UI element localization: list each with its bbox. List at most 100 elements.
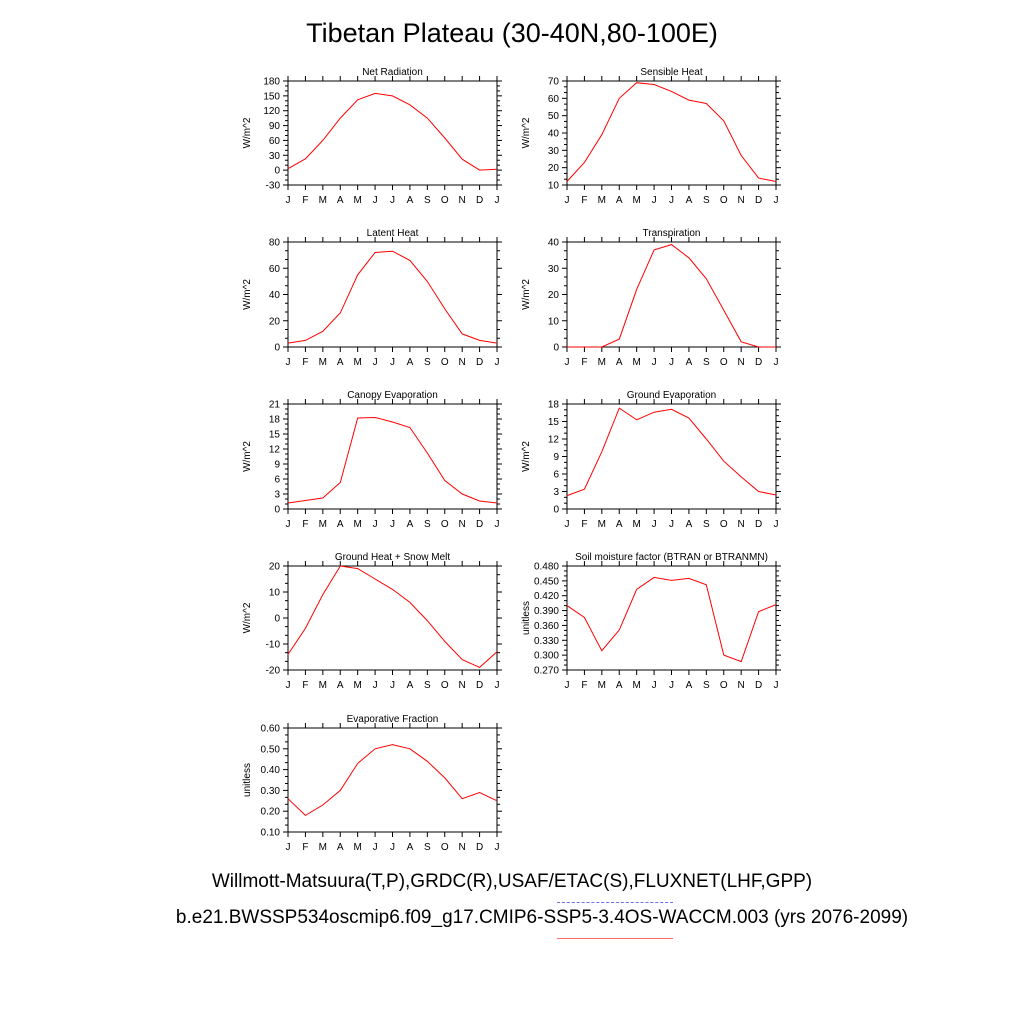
panel-title: Evaporative Fraction: [347, 714, 439, 725]
x-tick-label: S: [424, 680, 431, 691]
x-tick-label: M: [353, 519, 361, 530]
x-tick-label: J: [286, 195, 291, 206]
x-tick-label: A: [407, 519, 414, 530]
y-tick-label: 12: [548, 435, 560, 446]
x-tick-label: A: [337, 680, 344, 691]
y-tick-label: 20: [548, 290, 560, 301]
panel-title: Sensible Heat: [640, 67, 702, 78]
y-tick-label: 20: [269, 562, 281, 573]
y-tick-label: 6: [553, 470, 559, 481]
y-tick-label: 10: [548, 181, 560, 192]
x-tick-label: J: [286, 357, 291, 368]
x-tick-label: J: [390, 680, 395, 691]
y-tick-label: -10: [266, 640, 281, 651]
y-tick-label: 80: [269, 238, 281, 249]
x-tick-label: M: [319, 519, 327, 530]
y-tick-label: 70: [548, 77, 560, 88]
x-tick-label: M: [319, 195, 327, 206]
x-tick-label: J: [669, 195, 674, 206]
x-tick-label: M: [598, 357, 606, 368]
series-line: [287, 565, 498, 668]
plot-frame: [566, 565, 777, 671]
panel-9: 0.100.200.300.400.500.60J F M A M J J A S O N D JEva…: [242, 714, 502, 853]
y-axis-label: W/m^2: [521, 279, 532, 310]
x-tick-label: J: [774, 357, 779, 368]
x-tick-label: M: [319, 842, 327, 853]
panel-title: Ground Evaporation: [627, 390, 717, 401]
x-tick-label: D: [755, 519, 762, 530]
x-tick-label: O: [441, 195, 449, 206]
y-axis-label: W/m^2: [242, 602, 253, 633]
x-tick-label: F: [302, 195, 308, 206]
y-tick-label: 18: [548, 400, 560, 411]
y-tick-label: 150: [263, 91, 280, 102]
x-tick-label: F: [302, 519, 308, 530]
y-tick-label: 18: [269, 415, 281, 426]
y-axis-label: W/m^2: [242, 279, 253, 310]
x-tick-label: F: [581, 519, 587, 530]
x-tick-label: O: [441, 519, 449, 530]
plot-frame: [287, 241, 498, 348]
x-tick-label: O: [720, 195, 728, 206]
x-tick-label: A: [686, 519, 693, 530]
y-tick-label: 0.60: [261, 724, 281, 735]
x-tick-label: M: [632, 519, 640, 530]
x-tick-label: N: [459, 357, 466, 368]
x-tick-label: D: [755, 357, 762, 368]
x-tick-label: J: [373, 519, 378, 530]
x-tick-label: D: [755, 195, 762, 206]
x-tick-label: J: [495, 519, 500, 530]
series-line: [567, 244, 776, 348]
x-tick-label: A: [616, 680, 623, 691]
x-tick-label: J: [373, 195, 378, 206]
x-tick-label: J: [495, 842, 500, 853]
x-tick-label: J: [669, 519, 674, 530]
x-tick-label: J: [286, 680, 291, 691]
y-tick-label: 0.420: [534, 591, 559, 602]
series-line: [287, 744, 498, 817]
x-tick-label: N: [459, 519, 466, 530]
y-tick-label: 0.270: [534, 666, 559, 677]
x-tick-label: A: [407, 357, 414, 368]
x-tick-label: S: [424, 519, 431, 530]
legend-observations-label: Willmott-Matsuura(T,P),GRDC(R),USAF/ETAC…: [211, 871, 813, 892]
x-tick-label: J: [495, 195, 500, 206]
y-tick-label: 60: [269, 264, 281, 275]
y-tick-label: 120: [263, 106, 280, 117]
y-tick-label: 0: [274, 166, 280, 177]
y-axis-label: W/m^2: [242, 441, 253, 472]
y-tick-label: 0: [553, 505, 559, 516]
x-tick-label: J: [565, 195, 570, 206]
y-tick-label: 0.40: [261, 765, 281, 776]
x-tick-label: O: [720, 680, 728, 691]
series-line: [287, 92, 498, 171]
x-tick-label: O: [441, 357, 449, 368]
y-tick-label: 20: [548, 163, 560, 174]
y-tick-label: 40: [548, 238, 560, 249]
x-tick-label: J: [390, 195, 395, 206]
y-tick-label: 0.480: [534, 562, 559, 573]
y-tick-label: 30: [269, 151, 281, 162]
plot-frame: [287, 80, 498, 186]
x-tick-label: J: [774, 680, 779, 691]
x-tick-label: J: [669, 357, 674, 368]
series-line: [287, 250, 498, 344]
x-tick-label: O: [720, 357, 728, 368]
x-tick-label: M: [353, 842, 361, 853]
y-tick-label: 0: [553, 343, 559, 354]
y-tick-label: 30: [548, 146, 560, 157]
y-tick-label: 0.390: [534, 606, 559, 617]
series-line: [566, 407, 777, 497]
y-tick-label: 21: [269, 400, 281, 411]
y-tick-label: 10: [548, 316, 560, 327]
series-line: [566, 576, 777, 663]
plot-frame: [287, 727, 498, 833]
x-tick-label: J: [774, 195, 779, 206]
x-tick-label: S: [424, 842, 431, 853]
x-tick-label: A: [686, 195, 693, 206]
panel-title: Latent Heat: [367, 228, 419, 239]
x-tick-label: F: [302, 842, 308, 853]
x-tick-label: J: [495, 680, 500, 691]
